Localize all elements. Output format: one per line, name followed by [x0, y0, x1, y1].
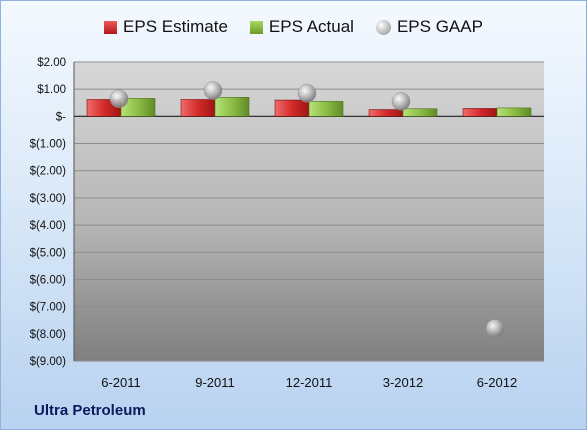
x-tick-label: 6-2012: [477, 375, 517, 390]
point-eps-gaap: [203, 81, 223, 100]
bar-eps-estimate: [462, 108, 498, 117]
y-tick-label: $(4.00): [30, 220, 67, 232]
y-tick-label: $-: [56, 111, 66, 123]
y-tick-label: $(7.00): [30, 302, 67, 314]
y-tick-label: $(2.00): [30, 166, 67, 178]
y-tick-label: $2.00: [37, 57, 66, 69]
legend-label-gaap: EPS GAAP: [396, 17, 483, 36]
x-tick-label: 6-2011: [101, 375, 141, 390]
legend-item-actual: EPS Actual: [249, 17, 354, 37]
y-tick-label: $(5.00): [30, 247, 67, 259]
legend-label-actual: EPS Actual: [268, 17, 354, 36]
point-eps-gaap: [297, 84, 317, 103]
point-eps-gaap: [485, 319, 505, 338]
y-tick-label: $(1.00): [30, 139, 67, 151]
bar-eps-estimate: [368, 109, 404, 117]
chart-legend: EPS Estimate EPS Actual EPS GAAP: [1, 17, 586, 37]
bar-eps-estimate: [180, 99, 216, 117]
y-tick-label: $(3.00): [30, 193, 67, 205]
bar-eps-actual: [214, 97, 250, 117]
y-tick-label: $(6.00): [30, 274, 67, 286]
legend-item-estimate: EPS Estimate: [104, 17, 228, 37]
company-name: Ultra Petroleum: [34, 402, 146, 419]
bar-eps-actual: [402, 108, 438, 117]
point-eps-gaap: [109, 89, 129, 108]
bar-eps-estimate: [274, 99, 310, 117]
point-eps-gaap: [391, 92, 411, 111]
legend-item-gaap: EPS GAAP: [375, 17, 483, 37]
legend-swatch-actual: [249, 20, 263, 34]
legend-swatch-estimate: [104, 20, 118, 34]
y-tick-label: $1.00: [37, 84, 66, 96]
x-tick-label: 12-2011: [286, 375, 333, 390]
legend-swatch-gaap: [375, 19, 391, 35]
y-tick-label: $(9.00): [30, 356, 67, 368]
legend-label-estimate: EPS Estimate: [123, 17, 228, 36]
x-tick-label: 9-2011: [195, 375, 235, 390]
y-tick-label: $(8.00): [30, 329, 67, 341]
bar-eps-actual: [496, 107, 532, 117]
bar-eps-actual: [308, 101, 344, 117]
x-tick-label: 3-2012: [383, 375, 423, 390]
